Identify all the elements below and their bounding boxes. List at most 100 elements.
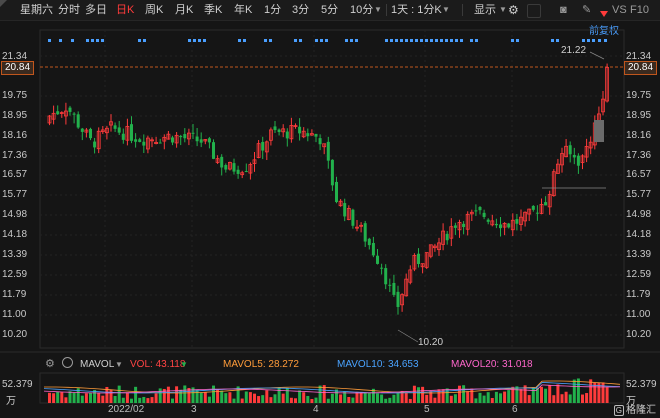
- candle-body-up: [309, 133, 314, 136]
- candle-body-up: [412, 255, 417, 270]
- volume-bar: [507, 390, 511, 403]
- y-axis-label-right: 13.39: [626, 249, 652, 260]
- low-price-label: 10.20: [418, 337, 444, 348]
- divider: [462, 4, 463, 16]
- vs-button[interactable]: VS: [612, 4, 627, 16]
- volume-bar: [105, 386, 109, 403]
- candle-body-up: [539, 204, 544, 214]
- volume-bar: [568, 394, 572, 403]
- checkbox-icon[interactable]: [527, 4, 541, 18]
- volume-bar: [417, 387, 420, 403]
- tab-weekly-k[interactable]: 周K: [145, 4, 164, 16]
- candle-body-up: [437, 242, 441, 251]
- volume-bar: [113, 395, 117, 403]
- volume-bar: [486, 392, 490, 403]
- volume-bar: [142, 396, 146, 403]
- x-axis-label: 3: [191, 404, 197, 415]
- f10-button[interactable]: F10: [630, 4, 649, 16]
- candle-body-up: [174, 134, 179, 144]
- corner-marker: [0, 0, 7, 7]
- volume-bar: [429, 391, 433, 403]
- candle-body-up: [289, 125, 294, 140]
- event-marker: [71, 39, 74, 42]
- tab-fenshi[interactable]: 分时: [58, 4, 80, 16]
- tab-5min[interactable]: 5分: [321, 4, 339, 16]
- volume-bar: [527, 395, 531, 403]
- tab-daily-k[interactable]: 日K: [116, 4, 135, 16]
- volume-bar: [101, 395, 105, 403]
- event-marker: [385, 39, 388, 42]
- y-axis-label-left: 16.57: [2, 169, 28, 180]
- candle-body-down: [318, 138, 322, 145]
- camera-icon[interactable]: ◙: [560, 4, 567, 16]
- candle-body-down: [80, 128, 84, 132]
- event-marker: [315, 39, 318, 42]
- indicator-name[interactable]: MAVOL: [80, 359, 115, 370]
- candle-body-down: [531, 205, 535, 210]
- candle-body-up: [248, 164, 253, 174]
- candle-body-up: [457, 222, 462, 231]
- tab-1min[interactable]: 1分: [264, 4, 282, 16]
- volume-bar: [289, 397, 293, 403]
- x-axis-label: 5: [424, 404, 430, 415]
- chevron-down-icon[interactable]: ▼: [374, 5, 382, 14]
- candle-body-up: [264, 141, 269, 153]
- candle-body-down: [326, 141, 330, 161]
- current-price-tag-left: 20.84: [1, 61, 35, 75]
- event-marker: [415, 39, 418, 42]
- display-menu[interactable]: 显示: [474, 4, 496, 16]
- chevron-down-icon[interactable]: ▼: [442, 5, 450, 14]
- y-axis-label-left: 15.77: [2, 189, 28, 200]
- volume-bar: [158, 388, 162, 403]
- event-marker: [470, 39, 473, 42]
- tab-duori[interactable]: 多日: [85, 4, 107, 16]
- y-axis-label-right: 18.95: [626, 110, 652, 121]
- tab-3min[interactable]: 3分: [292, 4, 310, 16]
- candle-body-up: [584, 146, 589, 158]
- candle-body-up: [469, 211, 474, 215]
- event-marker: [390, 39, 393, 42]
- volume-bar: [396, 393, 400, 403]
- volume-bar: [363, 392, 367, 403]
- eye-icon[interactable]: [62, 357, 73, 368]
- candle-body-up: [162, 136, 167, 142]
- y-axis-label-left: 18.95: [2, 110, 28, 121]
- adjust-mode-label[interactable]: 前复权: [589, 26, 619, 37]
- volume-bar: [76, 388, 80, 403]
- event-marker: [86, 39, 89, 42]
- event-marker: [203, 39, 206, 42]
- volume-bar: [146, 398, 150, 403]
- volume-bar: [458, 385, 461, 403]
- candle-body-down: [396, 291, 400, 307]
- volume-bar: [277, 387, 281, 403]
- y-axis-label-right: 12.59: [626, 269, 652, 280]
- tab-10min[interactable]: 10分: [350, 4, 374, 16]
- tab-yearly-k[interactable]: 年K: [234, 4, 253, 16]
- volume-bar: [347, 396, 351, 403]
- period-select[interactable]: 1天 : 1分K: [391, 4, 442, 16]
- tab-quarterly-k[interactable]: 季K: [204, 4, 223, 16]
- volume-bar: [261, 395, 265, 403]
- candle-body-down: [486, 219, 490, 222]
- volume-bar: [330, 393, 334, 403]
- draw-icon[interactable]: ✎: [582, 4, 592, 16]
- volume-bar: [228, 392, 232, 403]
- gear-icon[interactable]: ⚙: [508, 3, 519, 17]
- volume-bar: [564, 391, 568, 403]
- candle-body-down: [285, 131, 289, 139]
- chevron-down-icon[interactable]: ▼: [115, 360, 123, 369]
- y-axis-label-right: 10.20: [626, 329, 652, 340]
- y-axis-label-left: 13.39: [2, 249, 28, 260]
- candle-body-down: [343, 203, 347, 217]
- gear-icon[interactable]: ⚙: [45, 358, 55, 370]
- event-marker: [592, 39, 595, 42]
- candle-body-down: [207, 138, 211, 143]
- mavol10-line: [43, 382, 621, 394]
- chevron-down-icon[interactable]: ▼: [499, 5, 507, 14]
- candle-body-down: [224, 164, 228, 170]
- event-marker: [96, 39, 99, 42]
- tab-monthly-k[interactable]: 月K: [175, 4, 194, 16]
- volume-bar: [281, 393, 285, 403]
- candle-body-up: [490, 220, 495, 226]
- candle-body-down: [89, 128, 92, 139]
